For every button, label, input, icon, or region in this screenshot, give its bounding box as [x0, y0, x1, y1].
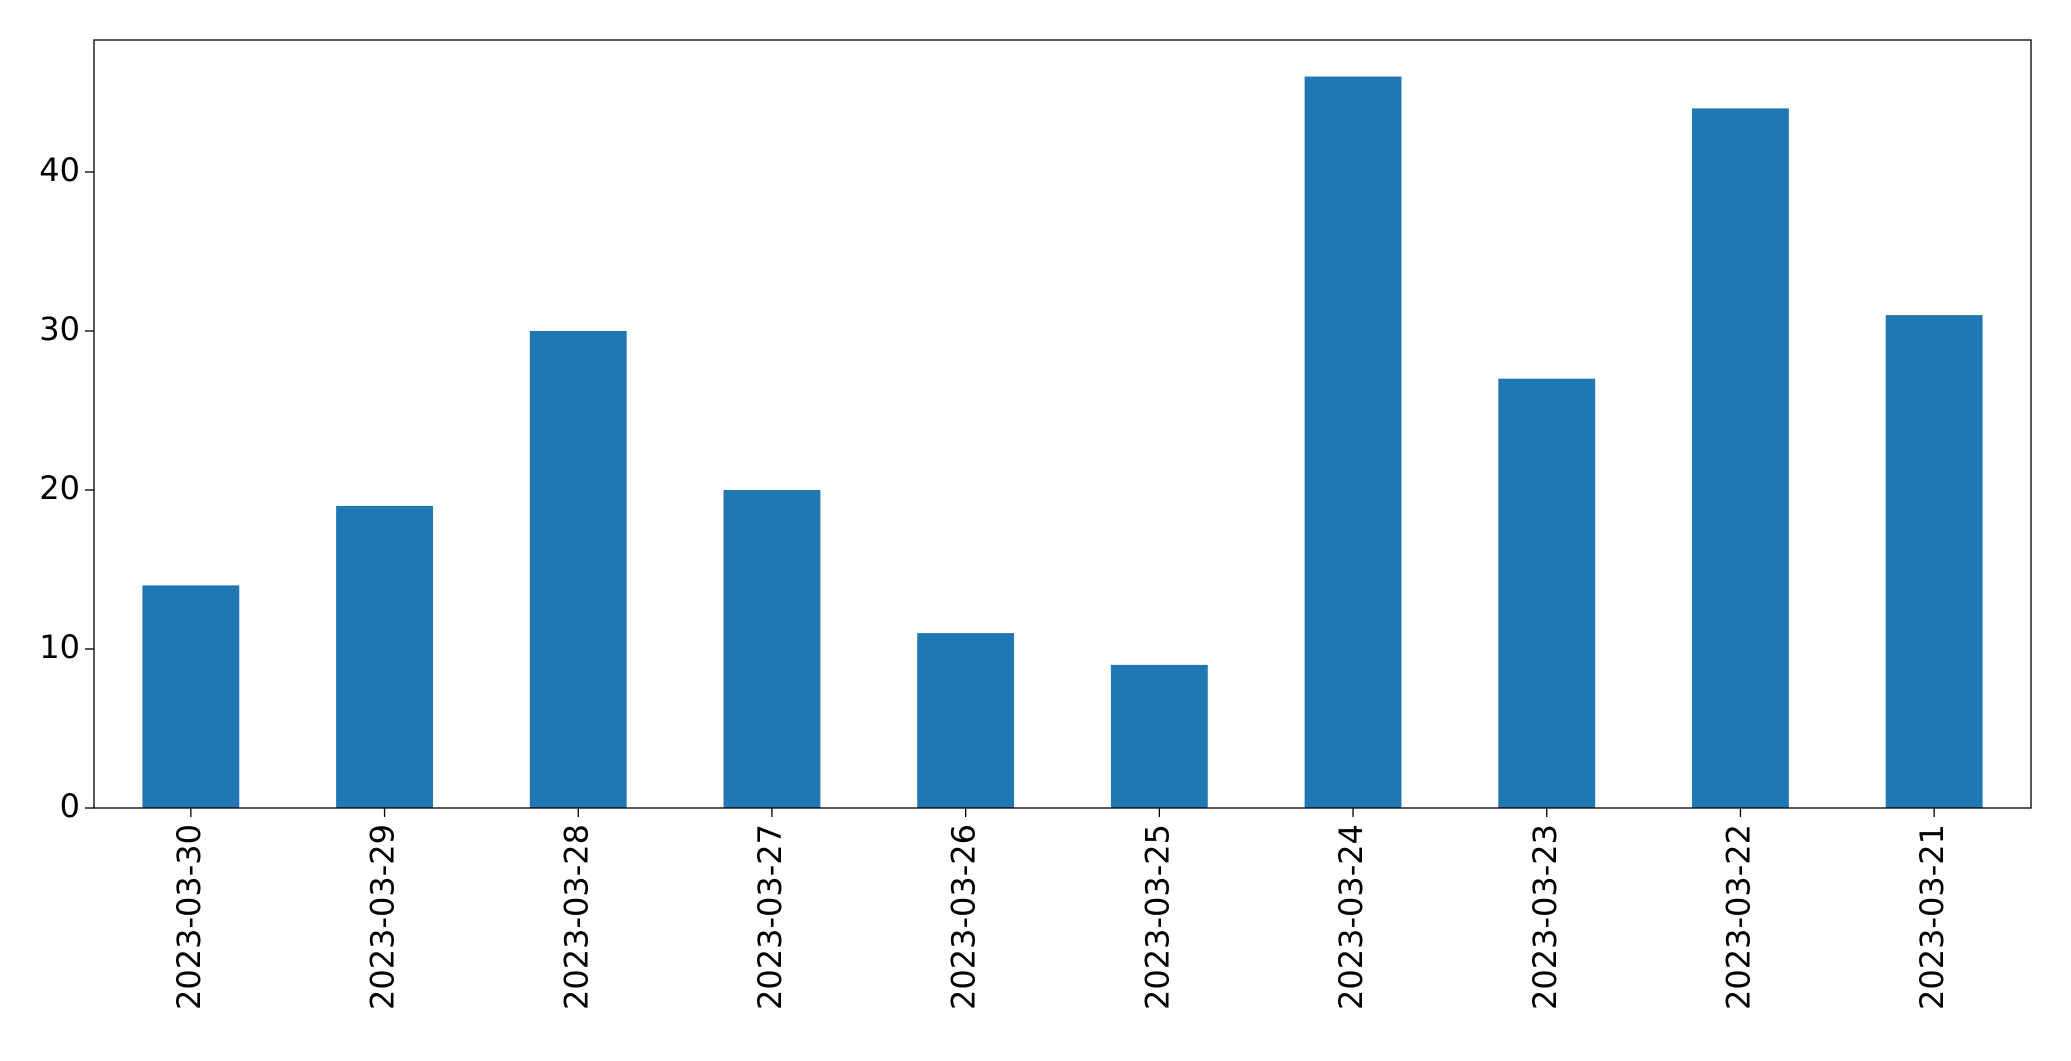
y-tick-label: 40: [39, 151, 80, 189]
x-tick-label: 2023-03-30: [170, 824, 208, 1010]
x-tick-label: 2023-03-24: [1332, 824, 1370, 1010]
x-tick-label: 2023-03-26: [945, 824, 983, 1010]
x-tick-label: 2023-03-28: [557, 824, 595, 1010]
plot-frame: [93, 39, 2032, 809]
x-tick-label: 2023-03-22: [1719, 824, 1757, 1010]
bar: [1110, 664, 1208, 808]
y-tick-label: 20: [39, 469, 80, 507]
bar: [1692, 108, 1789, 808]
x-tick-label: 2023-03-29: [364, 824, 402, 1010]
bar: [1498, 378, 1596, 808]
bar: [917, 633, 1015, 808]
bar: [1304, 76, 1402, 809]
bar: [1885, 315, 1983, 808]
x-tick-label: 2023-03-21: [1913, 824, 1951, 1010]
y-tick-label: 10: [39, 628, 80, 666]
bar: [529, 330, 627, 808]
bar: [142, 585, 240, 808]
y-tick-label: 0: [60, 787, 80, 825]
bar: [723, 489, 821, 808]
x-tick-label: 2023-03-27: [751, 824, 789, 1010]
x-tick-label: 2023-03-25: [1138, 824, 1176, 1010]
x-tick-label: 2023-03-23: [1526, 824, 1564, 1010]
bar: [336, 505, 433, 808]
y-tick-label: 30: [39, 310, 80, 348]
